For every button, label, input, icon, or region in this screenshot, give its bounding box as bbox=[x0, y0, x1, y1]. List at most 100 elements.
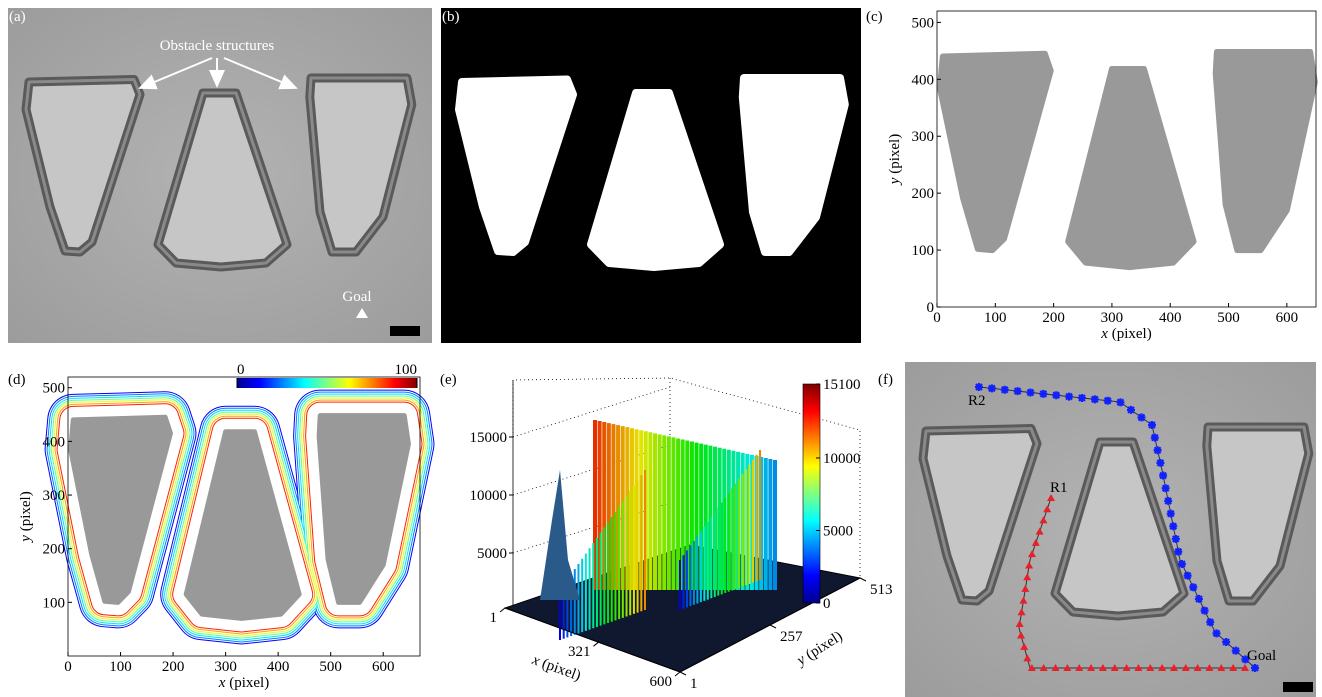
x-tick-label: 600 bbox=[1276, 310, 1299, 326]
x-tick-label: 300 bbox=[1101, 310, 1124, 326]
route-marker bbox=[1065, 393, 1073, 401]
x-tick bbox=[675, 672, 680, 676]
y-tick-label: 500 bbox=[912, 15, 935, 31]
route-marker bbox=[1184, 572, 1192, 580]
figure: Obstacle structures Goal (a) (b) (c) 010… bbox=[0, 0, 1322, 697]
axis-unit: (pixel) bbox=[18, 491, 34, 531]
route-marker bbox=[988, 384, 996, 392]
route-label: R1 bbox=[1050, 480, 1068, 496]
route-marker bbox=[1162, 484, 1170, 492]
panel-label: (c) bbox=[866, 9, 883, 25]
axis-unit: (pixel) bbox=[1112, 326, 1152, 342]
colorbar-tick-label: 0 bbox=[823, 596, 831, 612]
annotation: Obstacle structures bbox=[160, 38, 275, 54]
axis-variable: x bbox=[529, 652, 542, 670]
route-marker bbox=[1169, 522, 1177, 530]
axis-variable: x bbox=[1100, 326, 1108, 342]
route-marker bbox=[1195, 595, 1203, 603]
route-marker bbox=[1001, 386, 1009, 394]
colorbar-tick-label: 5000 bbox=[823, 523, 853, 539]
route-marker bbox=[1174, 548, 1182, 556]
route-marker bbox=[1201, 607, 1209, 615]
axis-label: y (pixel) bbox=[887, 134, 903, 186]
x-tick-label: 400 bbox=[267, 659, 290, 675]
y-tick-label: 400 bbox=[912, 72, 935, 88]
y-tick-label: 257 bbox=[780, 629, 803, 645]
y-tick-label: 1 bbox=[690, 676, 698, 692]
y-tick-label: 100 bbox=[912, 243, 935, 259]
route-marker bbox=[1189, 583, 1197, 591]
x-tick-label: 500 bbox=[319, 659, 342, 675]
route-marker bbox=[1172, 535, 1180, 543]
panel-label: (a) bbox=[9, 9, 26, 25]
x-tick-label: 321 bbox=[568, 644, 591, 660]
route-marker bbox=[1014, 387, 1022, 395]
route-marker bbox=[1178, 560, 1186, 568]
x-tick-label: 400 bbox=[1159, 310, 1182, 326]
z-tick-label: 10000 bbox=[470, 488, 508, 504]
route-marker bbox=[1154, 446, 1162, 454]
route-marker bbox=[1156, 459, 1164, 467]
y-tick-label: 0 bbox=[927, 300, 935, 316]
route-marker bbox=[1232, 647, 1240, 655]
y-tick-label: 300 bbox=[43, 488, 66, 504]
route-marker bbox=[1026, 388, 1034, 396]
obstacle-region bbox=[940, 54, 1051, 250]
x-tick-label: 200 bbox=[1042, 310, 1065, 326]
colorbar-tick-label: 10000 bbox=[823, 451, 861, 467]
route-marker bbox=[1206, 618, 1214, 626]
route-marker bbox=[1167, 510, 1175, 518]
colorbar-tick-label: 15100 bbox=[823, 377, 861, 393]
route-marker bbox=[1164, 497, 1172, 505]
y-tick-label: 100 bbox=[43, 595, 66, 611]
axis-unit: (pixel) bbox=[887, 134, 903, 174]
x-tick-label: 0 bbox=[933, 310, 941, 326]
axis-label: y (pixel) bbox=[18, 491, 34, 543]
y-tick-label: 200 bbox=[912, 186, 935, 202]
x-tick-label: 500 bbox=[1217, 310, 1240, 326]
goal-label: Goal bbox=[342, 289, 371, 305]
obstacle-region bbox=[1216, 52, 1315, 250]
surface-peak bbox=[540, 470, 580, 600]
y-tick-label: 300 bbox=[912, 129, 935, 145]
route-marker bbox=[1137, 413, 1145, 421]
axis-unit: (pixel) bbox=[229, 675, 269, 691]
colorbar bbox=[803, 384, 820, 603]
x-tick-label: 1 bbox=[490, 610, 498, 626]
route-marker bbox=[1127, 406, 1135, 414]
x-tick-label: 200 bbox=[162, 659, 185, 675]
route-marker bbox=[1078, 394, 1086, 402]
colorbar bbox=[237, 378, 417, 388]
x-tick bbox=[500, 608, 505, 612]
colorbar-tick-label: 0 bbox=[237, 362, 245, 378]
y-tick-label: 513 bbox=[870, 582, 893, 598]
obstacle-region bbox=[1068, 69, 1193, 267]
panel-label: (f) bbox=[878, 372, 893, 388]
panel-label: (d) bbox=[8, 372, 26, 388]
x-tick-label: 600 bbox=[372, 659, 395, 675]
axis-label: x (pixel) bbox=[218, 675, 269, 691]
scale-bar bbox=[1283, 682, 1313, 692]
z-grid-line bbox=[513, 387, 670, 437]
axis-variable: y bbox=[887, 177, 903, 186]
route-marker bbox=[1213, 629, 1221, 637]
route-label: R2 bbox=[968, 393, 986, 409]
route-marker bbox=[1116, 398, 1124, 406]
x-tick-label: 100 bbox=[109, 659, 132, 675]
route-marker bbox=[1091, 395, 1099, 403]
x-tick-label: 100 bbox=[984, 310, 1007, 326]
route-marker bbox=[1159, 472, 1167, 480]
route-marker bbox=[1151, 434, 1159, 442]
axis-unit: (pixel) bbox=[803, 628, 845, 663]
y-tick-label: 500 bbox=[43, 381, 66, 397]
route-marker bbox=[1148, 421, 1156, 429]
x-tick-label: 600 bbox=[650, 674, 673, 690]
route-marker bbox=[1251, 664, 1259, 672]
scale-bar bbox=[390, 326, 420, 336]
axis-label: x (pixel) bbox=[1100, 326, 1151, 342]
route-marker bbox=[1222, 638, 1230, 646]
y-tick-label: 200 bbox=[43, 542, 66, 558]
y-tick bbox=[770, 625, 776, 628]
route-marker bbox=[975, 383, 983, 391]
z-tick-label: 5000 bbox=[477, 546, 507, 562]
